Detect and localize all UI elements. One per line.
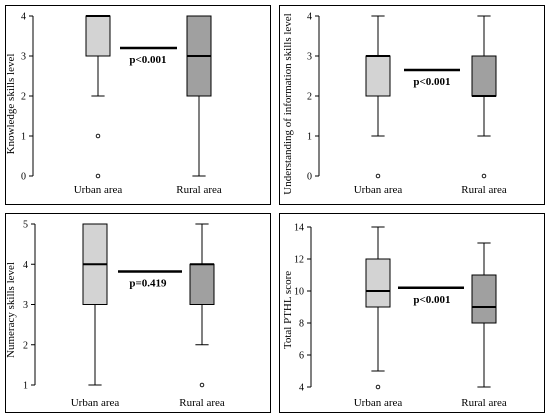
- iqr-box: [189, 263, 215, 305]
- box-rural: [471, 15, 497, 179]
- iqr-box: [365, 55, 391, 97]
- x-category-label: Rural area: [176, 184, 222, 196]
- y-tick-label: 4: [299, 383, 304, 394]
- y-tick-label: 12: [294, 255, 304, 266]
- box-urban: [82, 223, 108, 386]
- outlier-point: [375, 384, 381, 390]
- outlier-point: [375, 173, 381, 179]
- y-axis-title: Knowledge skills level: [5, 54, 17, 155]
- x-category-label: Urban area: [354, 184, 403, 196]
- x-category-label: Rural area: [461, 184, 507, 196]
- outlier-point: [95, 133, 101, 139]
- y-tick-label: 4: [21, 12, 26, 23]
- outlier-point: [481, 173, 487, 179]
- p-value-label: p<0.001: [129, 54, 166, 66]
- y-tick-label: 3: [21, 52, 26, 63]
- y-tick-label: 1: [23, 381, 28, 392]
- y-tick-label: 0: [21, 172, 26, 183]
- box-urban: [365, 226, 391, 390]
- chart-panel-2: 0 1 2 3 4 Understanding of information skills…: [279, 5, 545, 205]
- p-value-label: p=0.419: [129, 277, 167, 289]
- p-value-label: p<0.001: [413, 76, 450, 88]
- y-tick-label: 2: [307, 92, 312, 103]
- y-tick-label: 3: [307, 52, 312, 63]
- x-category-label: Urban area: [71, 397, 120, 409]
- iqr-box: [471, 55, 497, 97]
- iqr-box: [85, 15, 111, 57]
- box-urban: [85, 15, 111, 179]
- y-tick-label: 4: [307, 12, 312, 23]
- iqr-box: [365, 258, 391, 308]
- chart-panel-4: 4 6 8 10 12 14 Total PTHL score Urban area Rural…: [279, 213, 545, 413]
- p-value-label: p<0.001: [413, 294, 450, 306]
- y-tick-label: 8: [299, 319, 304, 330]
- y-tick-label: 14: [294, 223, 304, 234]
- y-tick-label: 5: [23, 220, 28, 231]
- outlier-point: [95, 173, 101, 179]
- panel-frame: [279, 213, 545, 413]
- y-tick-label: 2: [23, 340, 28, 351]
- y-tick-label: 10: [294, 287, 304, 298]
- x-category-label: Urban area: [354, 397, 403, 409]
- y-tick-label: 1: [307, 132, 312, 143]
- y-tick-label: 0: [307, 172, 312, 183]
- x-category-label: Rural area: [461, 397, 507, 409]
- box-rural: [471, 242, 497, 388]
- y-tick-label: 2: [21, 92, 26, 103]
- y-tick-label: 6: [299, 351, 304, 362]
- y-axis-title: Numeracy skills level: [5, 262, 17, 358]
- chart-panel-1: 0 1 2 3 4 Knowledge skills level Urban area Rur…: [5, 5, 271, 205]
- y-tick-label: 4: [23, 260, 28, 271]
- chart-panel-3: 1 2 3 4 5 Numeracy skills level Urban area Rura…: [5, 213, 271, 413]
- y-tick-label: 3: [23, 300, 28, 311]
- panel-frame: [279, 5, 545, 205]
- box-rural: [189, 223, 215, 388]
- box-urban: [365, 15, 391, 179]
- y-axis-title: Understanding of information skills leve…: [282, 13, 294, 194]
- x-category-label: Urban area: [74, 184, 123, 196]
- y-axis-title: Total PTHL score: [282, 271, 294, 349]
- outlier-point: [199, 382, 205, 388]
- panel-frame: [5, 213, 271, 413]
- x-category-label: Rural area: [179, 397, 225, 409]
- y-tick-label: 1: [21, 132, 26, 143]
- panel-frame: [5, 5, 271, 205]
- box-rural: [186, 15, 212, 177]
- iqr-box: [471, 274, 497, 324]
